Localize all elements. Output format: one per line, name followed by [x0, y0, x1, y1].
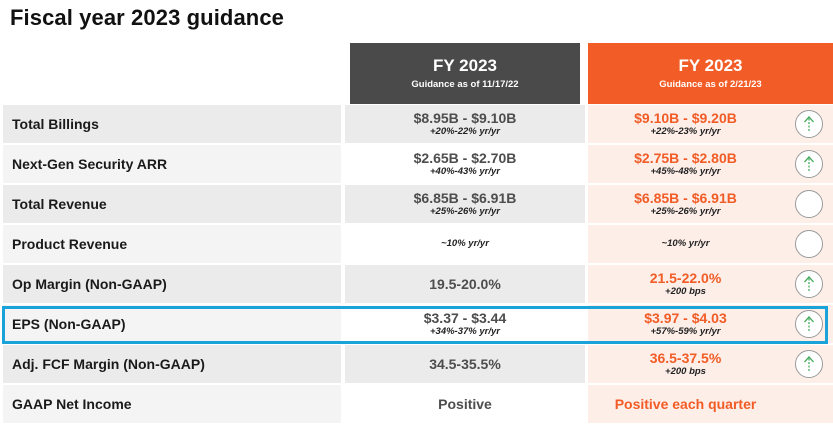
updated-guidance-value: $2.75B - $2.80B [634, 150, 737, 166]
previous-guidance-cell: $6.85B - $6.91B +25%-26% yr/yr [345, 185, 585, 223]
updated-guidance-value: $3.97 - $4.03 [644, 310, 727, 326]
row-label: Total Revenue [3, 185, 341, 223]
previous-guidance-value: $2.65B - $2.70B [413, 150, 517, 166]
previous-guidance-cell: 34.5-35.5% [345, 345, 585, 383]
updated-guidance-cell: $9.10B - $9.20B +22%-23% yr/yr [588, 105, 833, 143]
previous-guidance-cell: ~10% yr/yr [345, 225, 585, 263]
updated-guidance-growth: +57%-59% yr/yr [650, 326, 721, 337]
table-row: EPS (Non-GAAP) $3.37 - $3.44 +34%-37% yr/y… [0, 305, 833, 343]
table-row: Product Revenue ~10% yr/yr ~10% yr/yr [0, 225, 833, 263]
updated-guidance-cell: Positive each quarter [588, 385, 833, 423]
table-row: GAAP Net Income Positive Positive each qua… [0, 385, 833, 423]
table-row: Total Billings $8.95B - $9.10B +20%-22% yr… [0, 105, 833, 143]
up-arrow-icon [795, 150, 823, 178]
updated-guidance-growth: +25%-26% yr/yr [650, 206, 721, 217]
previous-guidance-growth: +20%-22% yr/yr [430, 126, 500, 137]
row-label: Adj. FCF Margin (Non-GAAP) [3, 345, 341, 383]
updated-guidance-growth: +45%-48% yr/yr [650, 166, 721, 177]
previous-guidance-cell: $3.37 - $3.44 +34%-37% yr/yr [345, 305, 585, 343]
previous-guidance-value: 19.5-20.0% [429, 276, 501, 292]
table-row: Next-Gen Security ARR $2.65B - $2.70B +40%… [0, 145, 833, 183]
updated-guidance-growth: +200 bps [665, 366, 706, 377]
previous-guidance-growth: ~10% yr/yr [441, 238, 489, 249]
header-updated-subtitle: Guidance as of 2/21/23 [659, 79, 762, 90]
previous-guidance-growth: +34%-37% yr/yr [430, 326, 500, 337]
header-updated-title: FY 2023 [678, 56, 743, 75]
previous-guidance-cell: 19.5-20.0% [345, 265, 585, 303]
previous-guidance-cell: Positive [345, 385, 585, 423]
updated-guidance-cell: $6.85B - $6.91B +25%-26% yr/yr [588, 185, 833, 223]
header-updated-guidance: FY 2023 Guidance as of 2/21/23 [588, 43, 833, 104]
updated-guidance-cell: $3.97 - $4.03 +57%-59% yr/yr [588, 305, 833, 343]
table-row: Op Margin (Non-GAAP) 19.5-20.0% 21.5-22.0%… [0, 265, 833, 303]
header-previous-subtitle: Guidance as of 11/17/22 [411, 79, 519, 90]
previous-guidance-value: $3.37 - $3.44 [423, 310, 507, 326]
previous-guidance-cell: $2.65B - $2.70B +40%-43% yr/yr [345, 145, 585, 183]
unchanged-circle-icon [795, 230, 823, 258]
up-arrow-icon [795, 310, 823, 338]
previous-guidance-growth: +40%-43% yr/yr [430, 166, 500, 177]
previous-guidance-value: 34.5-35.5% [429, 356, 501, 372]
updated-guidance-growth: ~10% yr/yr [661, 238, 710, 249]
header-previous-guidance: FY 2023 Guidance as of 11/17/22 [350, 43, 580, 104]
row-label: Next-Gen Security ARR [3, 145, 341, 183]
updated-guidance-growth: +200 bps [665, 286, 706, 297]
row-label: Op Margin (Non-GAAP) [3, 265, 341, 303]
up-arrow-icon [795, 270, 823, 298]
updated-guidance-value: 21.5-22.0% [649, 270, 722, 286]
updated-guidance-value: 36.5-37.5% [649, 350, 722, 366]
up-arrow-icon [795, 350, 823, 378]
unchanged-circle-icon [795, 190, 823, 218]
table-row: Adj. FCF Margin (Non-GAAP) 34.5-35.5% 36.5… [0, 345, 833, 383]
previous-guidance-value: $6.85B - $6.91B [413, 190, 517, 206]
updated-guidance-cell: ~10% yr/yr [588, 225, 833, 263]
row-label: Product Revenue [3, 225, 341, 263]
updated-guidance-growth: +22%-23% yr/yr [650, 126, 721, 137]
up-arrow-icon [795, 110, 823, 138]
row-label: Total Billings [3, 105, 341, 143]
updated-guidance-cell: 21.5-22.0% +200 bps [588, 265, 833, 303]
previous-guidance-value: Positive [438, 396, 492, 412]
row-label: GAAP Net Income [3, 385, 341, 423]
updated-guidance-value: $6.85B - $6.91B [634, 190, 737, 206]
previous-guidance-value: $8.95B - $9.10B [413, 110, 517, 126]
updated-guidance-cell: 36.5-37.5% +200 bps [588, 345, 833, 383]
page-title: Fiscal year 2023 guidance [10, 5, 284, 30]
header-previous-title: FY 2023 [433, 56, 497, 75]
updated-guidance-value: Positive each quarter [614, 396, 757, 412]
table-row: Total Revenue $6.85B - $6.91B +25%-26% yr/… [0, 185, 833, 223]
updated-guidance-value: $9.10B - $9.20B [634, 110, 737, 126]
updated-guidance-cell: $2.75B - $2.80B +45%-48% yr/yr [588, 145, 833, 183]
row-label: EPS (Non-GAAP) [3, 305, 341, 343]
previous-guidance-cell: $8.95B - $9.10B +20%-22% yr/yr [345, 105, 585, 143]
previous-guidance-growth: +25%-26% yr/yr [430, 206, 500, 217]
